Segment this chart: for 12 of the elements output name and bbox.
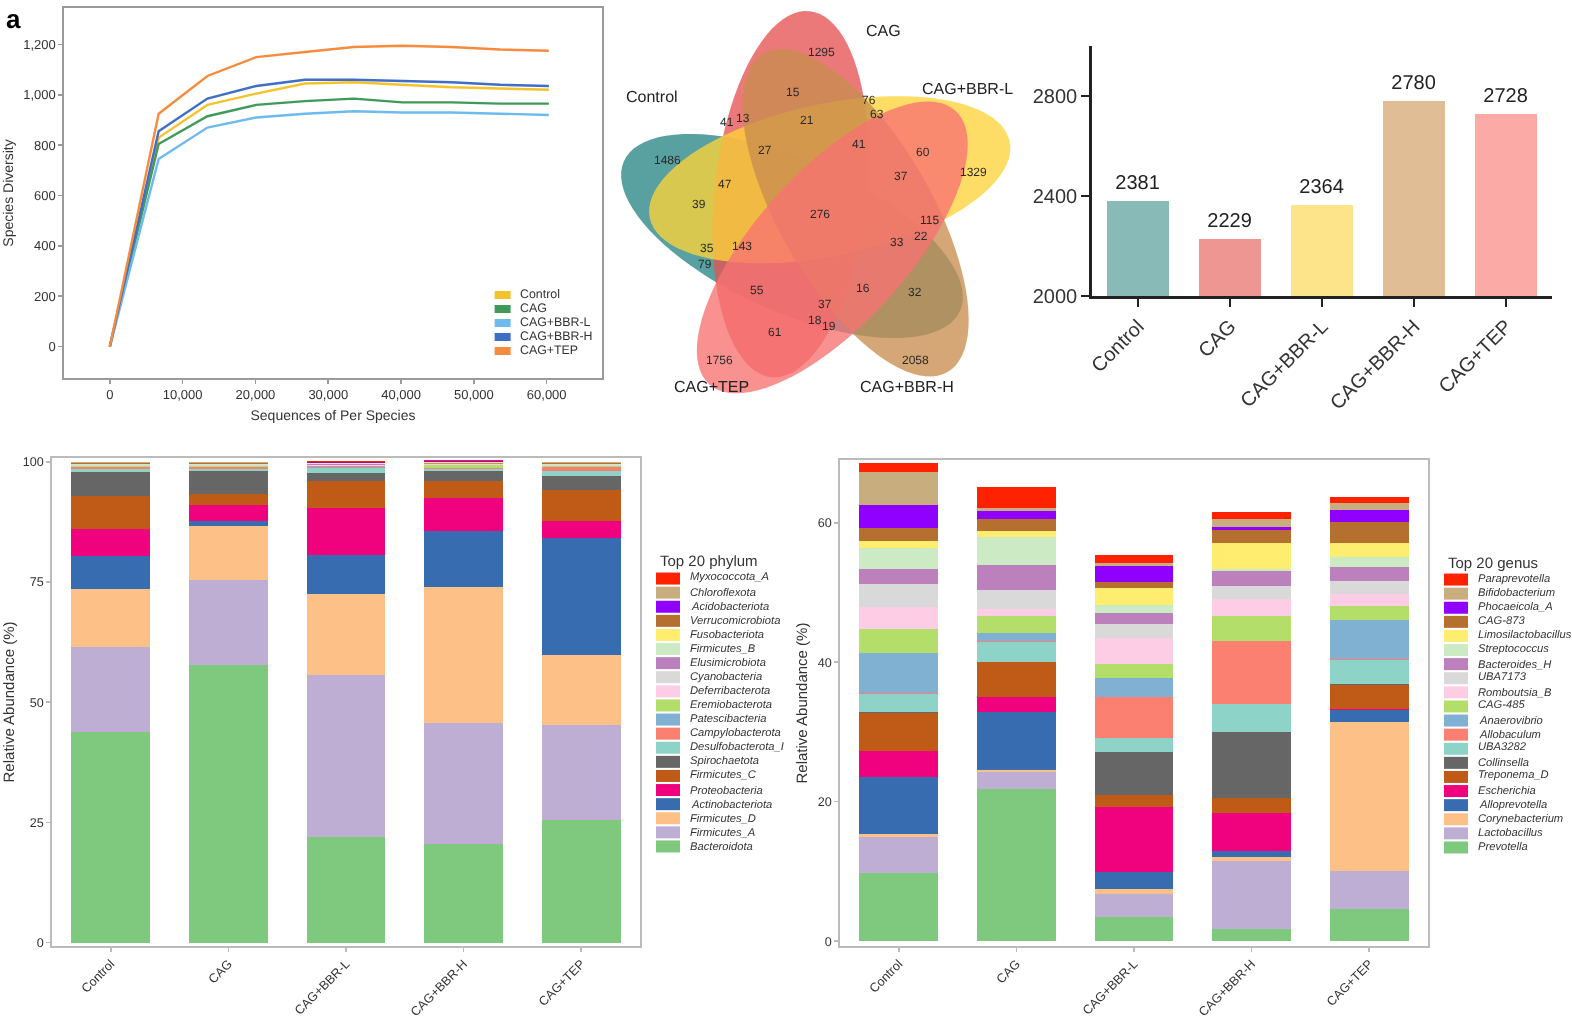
category-label: CAG+BBR-L	[922, 80, 1015, 98]
y-tick-label: 2400	[1032, 187, 1079, 209]
data-label: 2364	[1299, 177, 1345, 199]
y-tick-label: 2800	[1032, 87, 1079, 109]
data-label: 2229	[1207, 210, 1253, 233]
category-label: Control	[626, 88, 679, 106]
data-label: 2728	[1483, 86, 1529, 108]
y-tick-label: 2000	[1032, 287, 1079, 309]
category-label: CAG	[866, 22, 901, 40]
data-label: 2780	[1391, 73, 1437, 95]
text: a	[6, 4, 22, 34]
data-label: 2381	[1115, 172, 1161, 195]
